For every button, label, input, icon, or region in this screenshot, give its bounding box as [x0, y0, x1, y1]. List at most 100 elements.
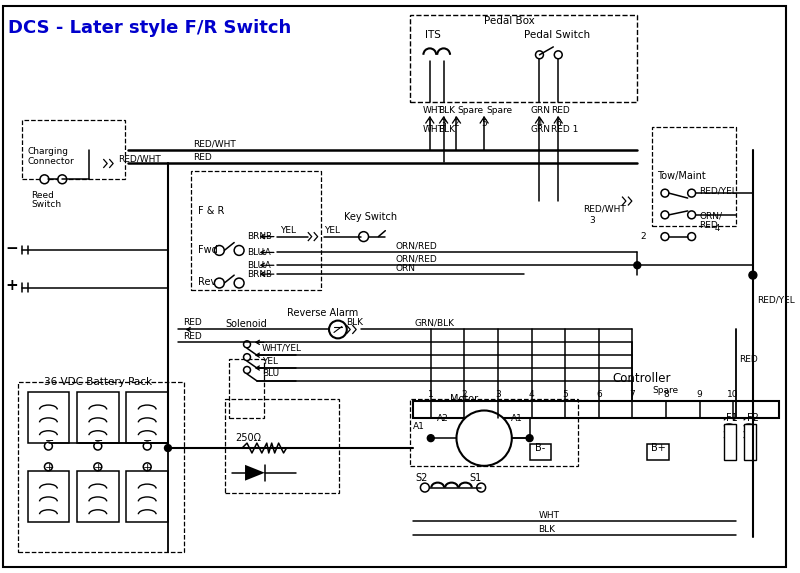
Text: Motor: Motor: [450, 394, 478, 403]
Circle shape: [688, 211, 695, 219]
Bar: [28, 392, 69, 443]
Text: ORN: ORN: [395, 264, 415, 273]
Circle shape: [477, 483, 486, 492]
Text: GRN/BLK: GRN/BLK: [415, 318, 455, 327]
Text: A2: A2: [437, 414, 449, 423]
Text: S2: S2: [415, 473, 427, 482]
Circle shape: [243, 341, 250, 348]
Text: DCS - Later style F/R Switch: DCS - Later style F/R Switch: [8, 19, 291, 37]
Circle shape: [45, 442, 52, 450]
Bar: [22, 120, 126, 179]
Circle shape: [165, 445, 171, 452]
Circle shape: [457, 410, 512, 466]
Text: GRN: GRN: [530, 125, 550, 135]
Text: YEL: YEL: [262, 356, 278, 366]
Text: Connector: Connector: [28, 157, 74, 166]
Text: 3: 3: [441, 119, 446, 128]
Text: 2: 2: [454, 119, 459, 128]
Text: RED/WHT: RED/WHT: [118, 154, 162, 163]
Text: ORN/: ORN/: [699, 211, 722, 221]
Bar: [410, 399, 578, 466]
Text: 36 VDC Battery Pack: 36 VDC Battery Pack: [45, 377, 153, 387]
Text: Spare: Spare: [458, 105, 483, 115]
Text: Charging: Charging: [28, 147, 69, 156]
Text: −: −: [143, 436, 153, 446]
Circle shape: [688, 233, 695, 241]
Circle shape: [427, 435, 434, 442]
Text: Spare: Spare: [486, 105, 512, 115]
Circle shape: [634, 262, 641, 269]
Text: BLK: BLK: [438, 105, 454, 115]
Text: ORN/RED: ORN/RED: [395, 242, 437, 251]
Text: RED/YEL: RED/YEL: [699, 187, 738, 195]
Circle shape: [234, 245, 244, 256]
Text: 2: 2: [640, 232, 646, 241]
Text: RED: RED: [739, 355, 758, 364]
Circle shape: [329, 320, 347, 339]
Text: 250Ω: 250Ω: [235, 433, 261, 443]
Text: RED 1: RED 1: [551, 125, 578, 135]
Text: Rev: Rev: [198, 277, 216, 287]
Bar: [190, 171, 321, 290]
Text: BLU: BLU: [247, 261, 264, 270]
Text: 1: 1: [428, 390, 434, 399]
Text: 7: 7: [630, 390, 635, 399]
Text: GRN: GRN: [530, 105, 550, 115]
Text: +: +: [5, 277, 18, 293]
Circle shape: [58, 175, 66, 184]
Bar: [724, 425, 736, 460]
Circle shape: [526, 435, 533, 442]
Text: Pedal Switch: Pedal Switch: [524, 30, 590, 40]
Text: B: B: [265, 270, 270, 278]
Circle shape: [234, 278, 244, 288]
Circle shape: [214, 245, 224, 256]
Text: BLK: BLK: [346, 318, 363, 327]
Bar: [647, 444, 669, 460]
Text: A: A: [265, 248, 270, 257]
Bar: [744, 425, 756, 460]
Text: 4: 4: [529, 390, 534, 399]
Bar: [77, 392, 118, 443]
Text: 9: 9: [697, 390, 702, 399]
Text: WHT: WHT: [538, 511, 559, 520]
Text: ORN/RED: ORN/RED: [395, 255, 437, 264]
Circle shape: [421, 483, 430, 492]
Text: RED/YEL: RED/YEL: [757, 295, 794, 304]
Text: 3: 3: [589, 216, 594, 225]
Text: BLU: BLU: [247, 248, 264, 257]
Text: Switch: Switch: [32, 201, 62, 210]
Text: WHT: WHT: [423, 105, 444, 115]
Text: BLK: BLK: [538, 524, 555, 533]
Text: B+: B+: [650, 443, 666, 453]
Text: 6: 6: [555, 119, 561, 128]
Text: RED: RED: [182, 318, 202, 327]
Circle shape: [554, 51, 562, 59]
Text: Pedal Box: Pedal Box: [484, 16, 535, 26]
Circle shape: [688, 189, 695, 197]
Bar: [28, 471, 69, 522]
Text: +: +: [143, 463, 153, 473]
Text: 1: 1: [427, 119, 433, 128]
Text: BLU: BLU: [262, 370, 279, 378]
Circle shape: [535, 51, 543, 59]
Circle shape: [45, 463, 52, 471]
Circle shape: [143, 442, 151, 450]
Text: −: −: [94, 436, 103, 446]
Text: B: B: [265, 232, 270, 241]
Text: 3: 3: [495, 390, 501, 399]
Text: RED: RED: [193, 153, 211, 162]
Circle shape: [143, 463, 151, 471]
Text: WHT: WHT: [423, 125, 444, 135]
Text: Spare: Spare: [652, 386, 678, 395]
Text: Tow/Maint: Tow/Maint: [657, 171, 706, 181]
Text: BRN: BRN: [247, 270, 266, 278]
Text: S1: S1: [470, 473, 482, 482]
Text: RED: RED: [699, 221, 718, 230]
Text: B-: B-: [535, 443, 546, 453]
Text: Reed: Reed: [32, 191, 54, 199]
Text: +: +: [45, 463, 54, 473]
Circle shape: [243, 354, 250, 360]
Circle shape: [661, 233, 669, 241]
Text: 6: 6: [596, 390, 602, 399]
Text: Controller: Controller: [613, 372, 671, 386]
